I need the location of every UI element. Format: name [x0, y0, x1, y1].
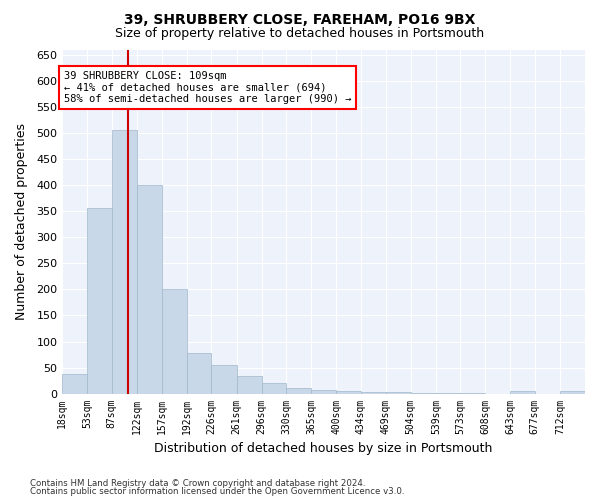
Bar — [187, 353, 211, 394]
Bar — [62, 374, 88, 394]
Text: 39, SHRUBBERY CLOSE, FAREHAM, PO16 9BX: 39, SHRUBBERY CLOSE, FAREHAM, PO16 9BX — [124, 12, 476, 26]
Text: Contains public sector information licensed under the Open Government Licence v3: Contains public sector information licen… — [30, 487, 404, 496]
Bar — [560, 392, 585, 394]
Bar — [211, 365, 236, 394]
Bar — [262, 383, 286, 394]
Bar — [311, 390, 336, 394]
Y-axis label: Number of detached properties: Number of detached properties — [15, 124, 28, 320]
Bar — [511, 391, 535, 394]
Bar — [436, 392, 460, 394]
Bar — [411, 392, 436, 394]
Text: Contains HM Land Registry data © Crown copyright and database right 2024.: Contains HM Land Registry data © Crown c… — [30, 478, 365, 488]
Text: 39 SHRUBBERY CLOSE: 109sqm
← 41% of detached houses are smaller (694)
58% of sem: 39 SHRUBBERY CLOSE: 109sqm ← 41% of deta… — [64, 71, 351, 104]
Text: Size of property relative to detached houses in Portsmouth: Size of property relative to detached ho… — [115, 28, 485, 40]
Bar — [137, 186, 162, 394]
Bar — [112, 130, 137, 394]
Bar — [460, 393, 485, 394]
X-axis label: Distribution of detached houses by size in Portsmouth: Distribution of detached houses by size … — [154, 442, 493, 455]
Bar — [88, 208, 112, 394]
Bar — [361, 392, 386, 394]
Bar — [286, 388, 311, 394]
Bar — [386, 392, 411, 394]
Bar — [162, 290, 187, 394]
Bar — [336, 391, 361, 394]
Bar — [236, 376, 262, 394]
